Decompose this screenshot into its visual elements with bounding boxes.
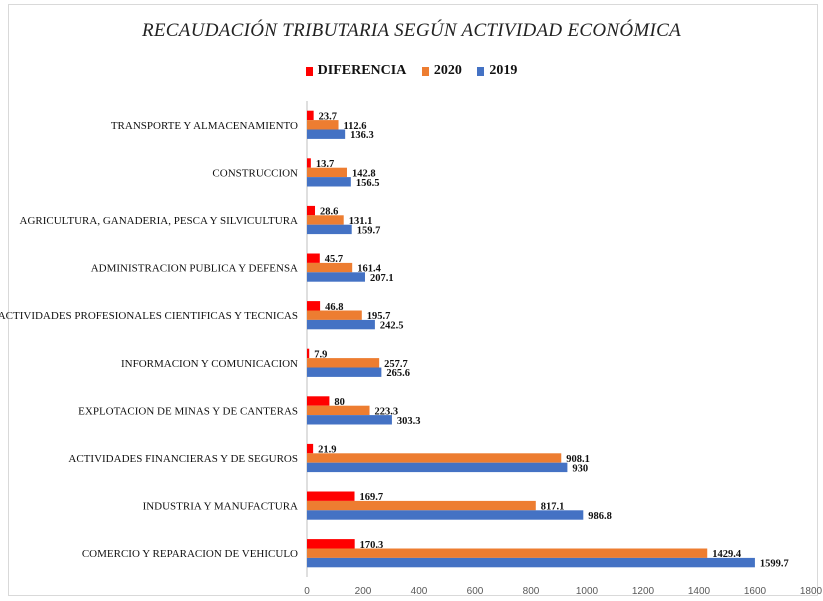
x-tick-label: 800 xyxy=(523,586,540,597)
bar-2020 xyxy=(307,168,347,177)
category-label: TRANSPORTE Y ALMACENAMIENTO xyxy=(111,120,298,132)
bar-2019 xyxy=(307,225,352,234)
bar-diferencia xyxy=(307,349,309,358)
bar-diferencia xyxy=(307,444,313,453)
bar-2019 xyxy=(307,368,381,377)
category-label: ADMINISTRACION PUBLICA Y DEFENSA xyxy=(91,263,298,275)
bar-2019 xyxy=(307,130,345,139)
data-label: 303.3 xyxy=(397,416,421,427)
x-tick-label: 200 xyxy=(355,586,372,597)
data-label: 986.8 xyxy=(588,511,612,522)
x-tick-label: 1200 xyxy=(632,586,655,597)
bar-diferencia xyxy=(307,158,311,167)
category-label: INFORMACION Y COMUNICACION xyxy=(121,358,298,370)
data-label: 156.5 xyxy=(356,178,380,189)
bar-2020 xyxy=(307,120,339,129)
bar-diferencia xyxy=(307,254,320,263)
bar-2020 xyxy=(307,453,561,462)
bar-2019 xyxy=(307,510,583,519)
x-tick-label: 1800 xyxy=(800,586,823,597)
data-label: 159.7 xyxy=(357,225,381,236)
bar-2019 xyxy=(307,320,375,329)
category-label: AGRICULTURA, GANADERIA, PESCA Y SILVICUL… xyxy=(20,215,299,227)
x-tick-label: 600 xyxy=(467,586,484,597)
bar-diferencia xyxy=(307,111,314,120)
x-tick-label: 1000 xyxy=(576,586,599,597)
bar-2020 xyxy=(307,311,362,320)
data-label: 136.3 xyxy=(350,130,374,141)
category-label: CONSTRUCCION xyxy=(212,167,298,179)
data-label: 265.6 xyxy=(386,368,410,379)
bar-diferencia xyxy=(307,301,320,310)
category-label: ACTIVIDADES PROFESIONALES CIENTIFICAS Y … xyxy=(0,310,298,322)
category-label: ACTIVIDADES FINANCIERAS Y DE SEGUROS xyxy=(68,453,298,465)
category-label: EXPLOTACION DE MINAS Y DE CANTERAS xyxy=(78,405,298,417)
bar-diferencia xyxy=(307,492,355,501)
bar-2020 xyxy=(307,263,352,272)
data-label: 242.5 xyxy=(380,321,404,332)
bar-2019 xyxy=(307,415,392,424)
x-tick-label: 400 xyxy=(411,586,428,597)
bar-2020 xyxy=(307,501,536,510)
bar-diferencia xyxy=(307,539,355,548)
bar-2020 xyxy=(307,215,344,224)
bar-2020 xyxy=(307,549,707,558)
data-label: 1599.7 xyxy=(760,559,789,570)
bar-diferencia xyxy=(307,396,329,405)
data-label: 207.1 xyxy=(370,273,394,284)
x-tick-label: 0 xyxy=(304,586,310,597)
category-label: INDUSTRIA Y MANUFACTURA xyxy=(143,501,298,513)
bar-2020 xyxy=(307,406,370,415)
bar-2019 xyxy=(307,558,755,567)
data-label: 930 xyxy=(572,463,588,474)
x-tick-label: 1600 xyxy=(744,586,767,597)
bar-diferencia xyxy=(307,206,315,215)
x-tick-label: 1400 xyxy=(688,586,711,597)
bar-2019 xyxy=(307,177,351,186)
bar-2019 xyxy=(307,463,567,472)
bar-2019 xyxy=(307,272,365,281)
bar-2020 xyxy=(307,358,379,367)
category-label: COMERCIO Y REPARACION DE VEHICULO xyxy=(82,548,298,560)
